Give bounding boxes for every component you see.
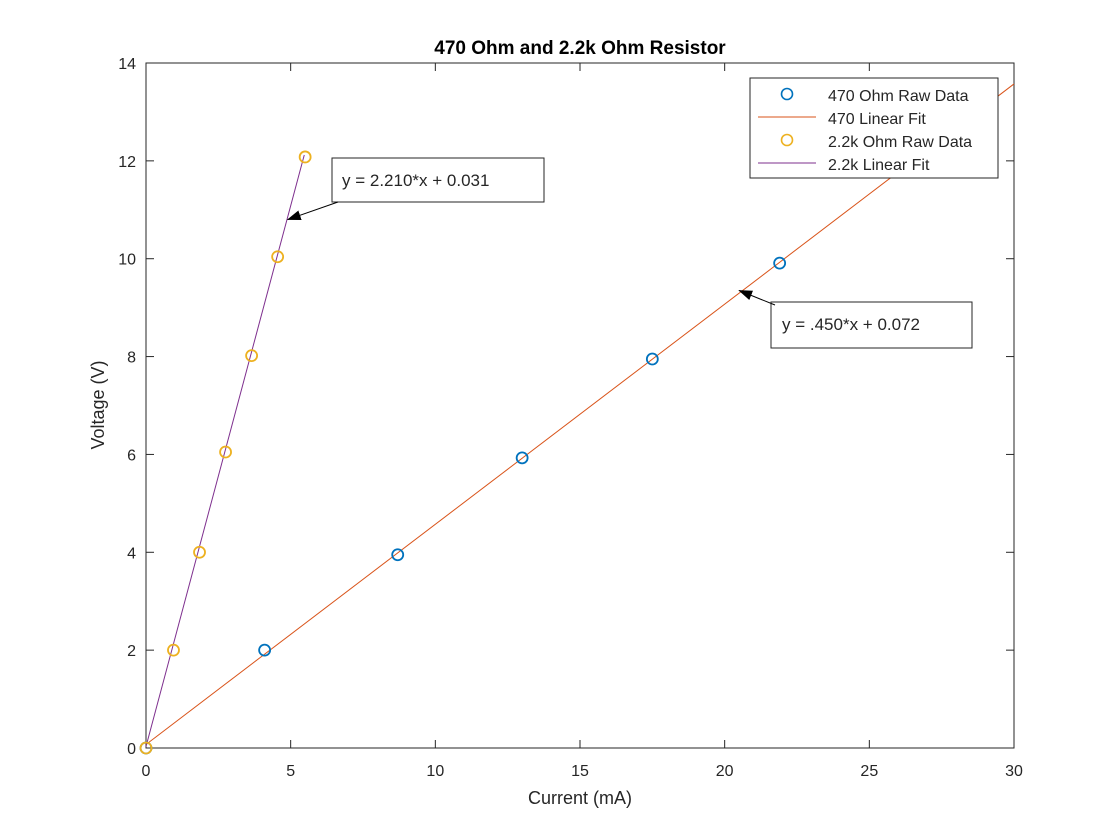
data-point-series-0 [773, 256, 787, 270]
chart-title: 470 Ohm and 2.2k Ohm Resistor [434, 38, 726, 59]
data-point-series-0 [258, 643, 272, 657]
x-tick-label: 25 [860, 763, 878, 780]
y-tick-label: 12 [118, 154, 136, 171]
legend: 470 Ohm Raw Data 470 Linear Fit 2.2k Ohm… [749, 77, 999, 179]
legend-box [749, 77, 999, 179]
data-point-series-2 [245, 349, 259, 362]
annotation-arrow-2-2k [286, 201, 339, 221]
x-tick-label: 5 [286, 763, 295, 780]
annotation-text-470: y = .450*x + 0.072 [782, 315, 920, 334]
legend-marker-2-2k-raw [780, 133, 794, 147]
annotation-2-2k: y = 2.210*x + 0.031 [286, 157, 545, 221]
data-point-series-0 [515, 451, 529, 465]
data-point-series-2 [193, 545, 206, 559]
data-point-series-2 [219, 445, 232, 459]
data-point-series-2 [271, 250, 285, 264]
x-tick-label: 0 [142, 763, 151, 780]
y-tick-label: 2 [127, 643, 136, 660]
y-tick-label: 0 [127, 741, 136, 758]
legend-label-470-raw: 470 Ohm Raw Data [828, 88, 969, 105]
legend-label-2-2k-raw: 2.2k Ohm Raw Data [828, 134, 972, 151]
x-axis-label: Current (mA) [528, 788, 632, 808]
y-tick-label: 8 [127, 350, 136, 367]
annotation-box-2-2k [331, 157, 545, 203]
data-point-series-2 [167, 643, 180, 657]
fit-line-series-1 [145, 83, 1015, 745]
axis-ticks: 0 5 10 15 20 25 30 0 2 4 6 8 10 12 14 [118, 56, 1023, 780]
y-axis-label: Voltage (V) [88, 360, 108, 449]
data-point-series-2 [139, 741, 153, 755]
legend-label-470-fit: 470 Linear Fit [828, 111, 926, 128]
x-tick-label: 30 [1005, 763, 1023, 780]
data-point-series-0 [391, 548, 405, 562]
data-points [139, 150, 787, 755]
annotation-470: y = .450*x + 0.072 [738, 290, 973, 349]
y-tick-label: 14 [118, 56, 136, 73]
annotation-text-2-2k: y = 2.210*x + 0.031 [342, 171, 489, 190]
fit-lines [145, 83, 1015, 747]
x-tick-label: 10 [426, 763, 444, 780]
legend-label-2-2k-fit: 2.2k Linear Fit [828, 157, 930, 174]
y-tick-label: 4 [127, 545, 136, 562]
annotation-arrow-470 [738, 290, 776, 306]
fit-line-series-3 [145, 154, 305, 747]
data-point-series-2 [298, 150, 312, 164]
x-tick-label: 20 [716, 763, 734, 780]
data-point-series-0 [645, 352, 659, 366]
y-tick-label: 6 [127, 447, 136, 464]
annotation-box-470 [770, 301, 973, 349]
y-tick-label: 10 [118, 252, 136, 269]
legend-marker-470-raw [780, 87, 794, 101]
x-tick-label: 15 [571, 763, 589, 780]
